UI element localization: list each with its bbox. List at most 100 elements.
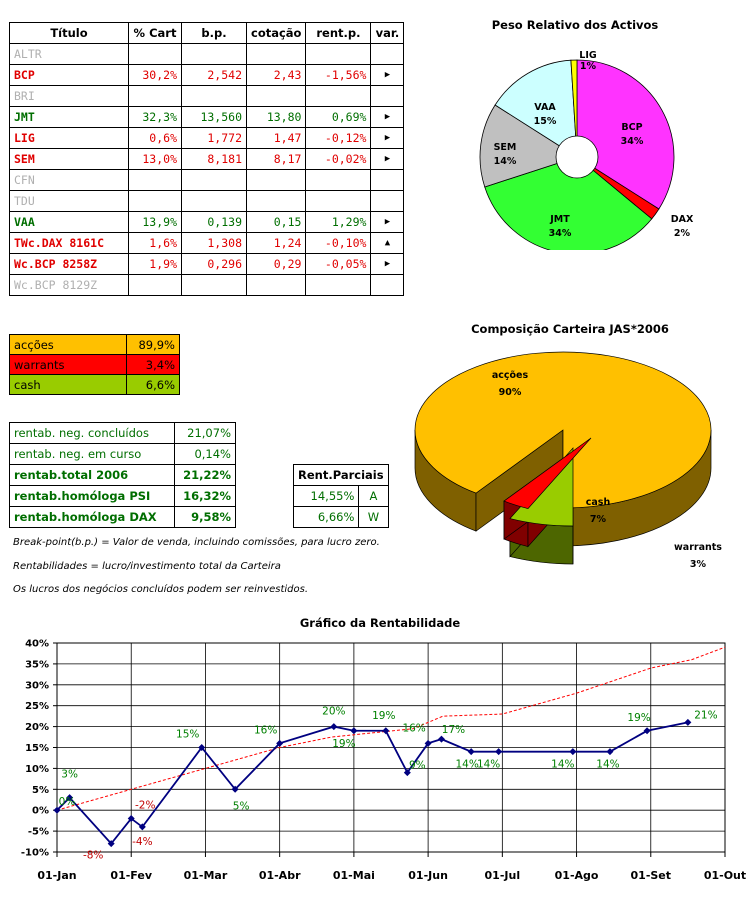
x-tick-label: 01-Jul [485,869,521,882]
allocation-label: warrants [9,354,127,375]
data-point [437,735,445,743]
var-arrow-icon: ▶ [370,106,405,128]
data-label: 20% [322,706,345,718]
column-header: b.p. [181,22,247,44]
table-row: BRI [9,85,405,107]
table-row: ALTR [9,43,405,65]
x-tick-label: 01-Fev [110,869,152,882]
rent-cell [305,274,372,296]
return-label: rentab. neg. em curso [9,443,175,465]
return-line-chart: -10% -5% 0% 5% 10% 15% 20% 25% 30% 35% 40% 01-Jan 01… [21,639,746,883]
y-tick-label: 35% [25,659,49,670]
rent-cell: -0,12% [305,127,372,149]
quote-cell [245,169,307,191]
data-point [138,823,146,831]
table-row: TDU [9,190,405,212]
data-label: 14% [596,759,619,771]
data-point [403,769,411,777]
pie-label: LIG 1% [579,50,597,72]
rent-cell [305,169,372,191]
allocation-value: 3,4% [126,354,180,375]
partial-tag: W [358,506,389,528]
table-row: TWc.DAX 8161C 1,6% 1,308 1,24 -0,10% ▲ [9,232,405,254]
return-value: 21,07% [174,422,236,444]
ticker-cell: TDU [9,190,129,212]
return-row: rentab.homóloga DAX 9,58% [9,506,236,528]
return-row: rentab.homóloga PSI 16,32% [9,485,236,507]
ticker-cell: LIG [9,127,129,149]
bp-cell: 1,772 [181,127,247,149]
composition-pie-chart: acções 90% cash 7% warrants 3% [414,351,722,570]
table-row: BCP 30,2% 2,542 2,43 -1,56% ▶ [9,64,405,86]
data-label: 19% [332,738,355,750]
var-arrow-icon [370,85,405,107]
ticker-cell: SEM [9,148,129,170]
ticker-cell: ALTR [9,43,129,65]
var-arrow-icon: ▶ [370,211,405,233]
pct-cell: 13,9% [128,211,182,233]
line-chart-title: Gráfico da Rentabilidade [299,616,461,630]
y-tick-label: 40% [25,639,49,650]
partial-returns-table: Rent.Parciais 14,55% A 6,66% W [292,464,389,528]
table-row: VAA 13,9% 0,139 0,15 1,29% ▶ [9,211,405,233]
pie-slice [414,351,712,509]
partial-row: 14,55% A [292,485,389,507]
column-header: Título [9,22,129,44]
pie-label: SEM 14% [494,142,517,167]
y-tick-label: -10% [21,848,49,859]
quote-cell: 1,24 [245,232,307,254]
pie-label: warrants 3% [674,542,722,570]
rent-cell [305,43,372,65]
data-label: 3% [61,769,78,781]
x-tick-label: 01-Jun [408,869,448,882]
return-label: rentab. neg. concluídos [9,422,175,444]
data-label: 0% [59,796,76,808]
data-label: 17% [442,724,465,736]
pie-hole [555,135,599,179]
pie-slice [494,59,578,158]
data-point [107,840,115,848]
ticker-cell: BRI [9,85,129,107]
allocation-row: cash 6,6% [9,374,180,395]
allocation-table: acções 89,9% warrants 3,4% cash 6,6% [9,334,180,395]
allocation-label: acções [9,334,127,355]
quote-cell: 0,15 [245,211,307,233]
pct-cell [128,274,182,296]
data-label: 16% [254,724,277,736]
ticker-cell: Wc.BCP 8129Z [9,274,129,296]
var-arrow-icon: ▲ [370,232,405,254]
data-point [198,744,206,751]
quote-cell: 13,80 [245,106,307,128]
pct-cell [128,85,182,107]
quote-cell [245,43,307,65]
ticker-cell: CFN [9,169,129,191]
x-tick-label: 01-Abr [259,869,301,882]
y-tick-label: 30% [25,680,49,691]
note-returns: Rentabilidades = lucro/investimento tota… [13,561,281,572]
portfolio-header-row: Título% Cart b.p. cotação rent.p. var. [9,22,405,44]
return-row: rentab. neg. concluídos 21,07% [9,422,236,444]
data-point [495,748,503,756]
pct-cell: 13,0% [128,148,182,170]
data-point [330,723,338,731]
rent-cell: -0,02% [305,148,372,170]
ticker-cell: TWc.DAX 8161C [9,232,129,254]
var-arrow-icon: ▶ [370,148,405,170]
rent-cell: -0,05% [305,253,372,275]
pct-cell: 0,6% [128,127,182,149]
pct-cell: 1,6% [128,232,182,254]
pie-slice [484,156,653,250]
pie-slice [479,104,578,188]
data-point [350,727,358,735]
x-tick-label: 01-Mar [184,869,228,882]
data-label: 19% [372,710,395,722]
var-arrow-icon: ▶ [370,253,405,275]
column-header: % Cart [128,22,182,44]
table-row: JMT 32,3% 13,560 13,80 0,69% ▶ [9,106,405,128]
pie-slice [576,59,675,210]
column-header: rent.p. [305,22,372,44]
quote-cell [245,85,307,107]
data-label: 14% [477,759,500,771]
data-point [424,739,432,747]
pie-label: JMT 34% [549,214,572,239]
